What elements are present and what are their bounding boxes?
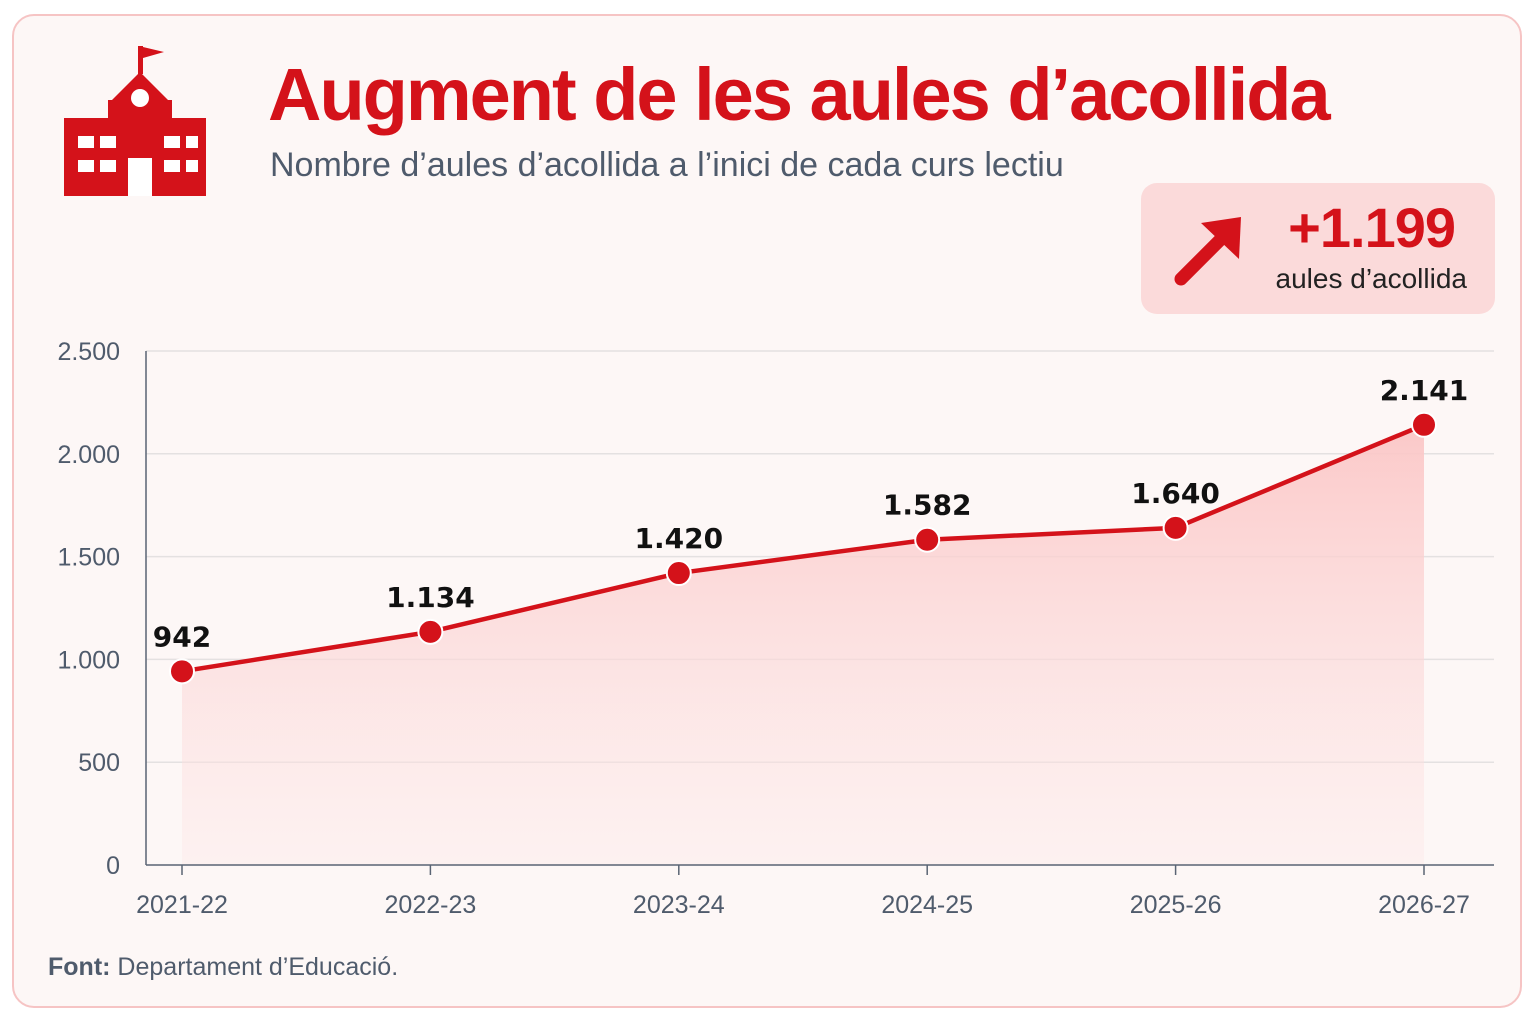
source-text: Departament d’Educació. (117, 953, 399, 981)
y-tick-label: 1.500 (57, 544, 120, 572)
x-tick-label: 2023-24 (633, 891, 725, 919)
page-title: Augment de les aules d’acollida (268, 53, 1331, 136)
data-point (417, 618, 444, 645)
x-tick-label: 2024-25 (881, 891, 973, 919)
y-tick-label: 0 (106, 852, 120, 880)
data-point (914, 526, 941, 553)
data-point (1162, 514, 1189, 541)
increase-value: +1.199 (1288, 196, 1456, 259)
x-tick-label: 2025-26 (1130, 891, 1222, 919)
increase-badge: +1.199 aules d’acollida (1141, 183, 1495, 314)
page-subtitle: Nombre d’aules d’acollida a l’inici de c… (270, 146, 1064, 184)
data-label: 1.640 (1131, 477, 1220, 510)
y-tick-label: 2.500 (57, 338, 120, 366)
data-point (1411, 411, 1437, 438)
data-point (665, 560, 692, 587)
x-tick-label: 2021-22 (136, 891, 228, 919)
data-label: 1.420 (635, 522, 724, 555)
x-tick-label: 2022-23 (385, 891, 477, 919)
data-label: 1.582 (883, 489, 972, 522)
arrow-up-right-icon (1174, 217, 1241, 286)
data-label: 2.141 (1380, 374, 1469, 407)
y-tick-label: 500 (78, 749, 120, 777)
y-tick-label: 1.000 (57, 646, 120, 674)
x-tick-label: 2026-27 (1378, 891, 1470, 919)
y-tick-label: 2.000 (57, 441, 120, 469)
data-label: 942 (153, 620, 211, 653)
data-point (169, 658, 195, 685)
school-icon (64, 46, 206, 196)
area-fill (182, 424, 1424, 865)
source-prefix: Font: (48, 953, 111, 981)
data-label: 1.134 (386, 581, 475, 614)
source-note: Font: Departament d’Educació. (48, 953, 398, 982)
increase-label: aules d’acollida (1275, 263, 1467, 294)
series-line (179, 422, 1427, 674)
